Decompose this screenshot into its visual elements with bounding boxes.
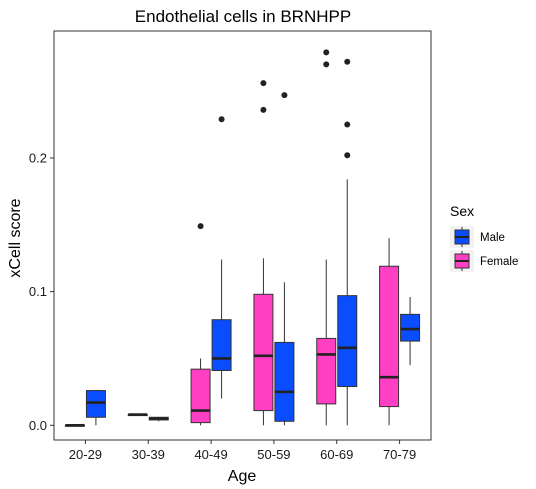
box-male-70-79: [400, 296, 421, 366]
box-groups: [64, 49, 421, 427]
box-female-30-39: [127, 413, 148, 417]
outlier-point: [260, 80, 267, 87]
legend-label-female: Female: [480, 256, 518, 268]
outlier-point: [260, 106, 267, 113]
chart-title: Endothelial cells in BRNHPP: [135, 7, 351, 26]
box-male-20-29: [85, 390, 106, 426]
legend-label-male: Male: [480, 232, 505, 244]
box-female-20-29: [64, 423, 85, 427]
box-male-50-59: [274, 92, 295, 426]
box-iqr: [211, 319, 232, 371]
box-iqr: [379, 265, 400, 408]
x-tick-label: 70-79: [383, 447, 416, 462]
outlier-point: [344, 152, 351, 159]
legend: Sex Male Female: [450, 203, 518, 272]
box-male-60-69: [337, 58, 358, 426]
x-axis-title: Age: [228, 468, 257, 485]
outlier-point: [323, 61, 330, 68]
plot-panel: [53, 30, 432, 441]
outlier-point: [344, 58, 351, 65]
box-female-50-59: [253, 80, 274, 426]
box-male-40-49: [211, 116, 232, 399]
outlier-point: [197, 223, 204, 230]
box-iqr: [316, 337, 337, 405]
box-iqr: [274, 341, 295, 422]
y-tick-label: 0.0: [29, 418, 47, 433]
box-iqr: [400, 313, 421, 342]
y-tick-label: 0.2: [29, 150, 47, 165]
x-tick-label: 60-69: [320, 447, 353, 462]
box-iqr: [253, 293, 274, 412]
x-tick-label: 40-49: [194, 447, 227, 462]
box-iqr: [190, 368, 211, 424]
box-female-40-49: [190, 223, 211, 426]
box-iqr: [85, 390, 106, 418]
outlier-point: [218, 116, 225, 123]
y-axis: 0.0 0.1 0.2: [29, 150, 54, 433]
outlier-point: [344, 121, 351, 128]
x-tick-label: 20-29: [69, 447, 102, 462]
box-iqr: [337, 295, 358, 388]
outlier-point: [281, 92, 288, 99]
legend-title: Sex: [450, 203, 474, 219]
x-axis: 20-29 30-39 40-49 50-59 60-69 70-79: [69, 440, 416, 462]
outlier-point: [323, 49, 330, 56]
box-female-60-69: [316, 49, 337, 426]
y-tick-label: 0.1: [29, 284, 47, 299]
y-axis-title: xCell score: [7, 198, 24, 277]
box-male-30-39: [148, 416, 169, 422]
x-tick-label: 50-59: [257, 447, 290, 462]
box-female-70-79: [379, 238, 400, 426]
x-tick-label: 30-39: [132, 447, 165, 462]
